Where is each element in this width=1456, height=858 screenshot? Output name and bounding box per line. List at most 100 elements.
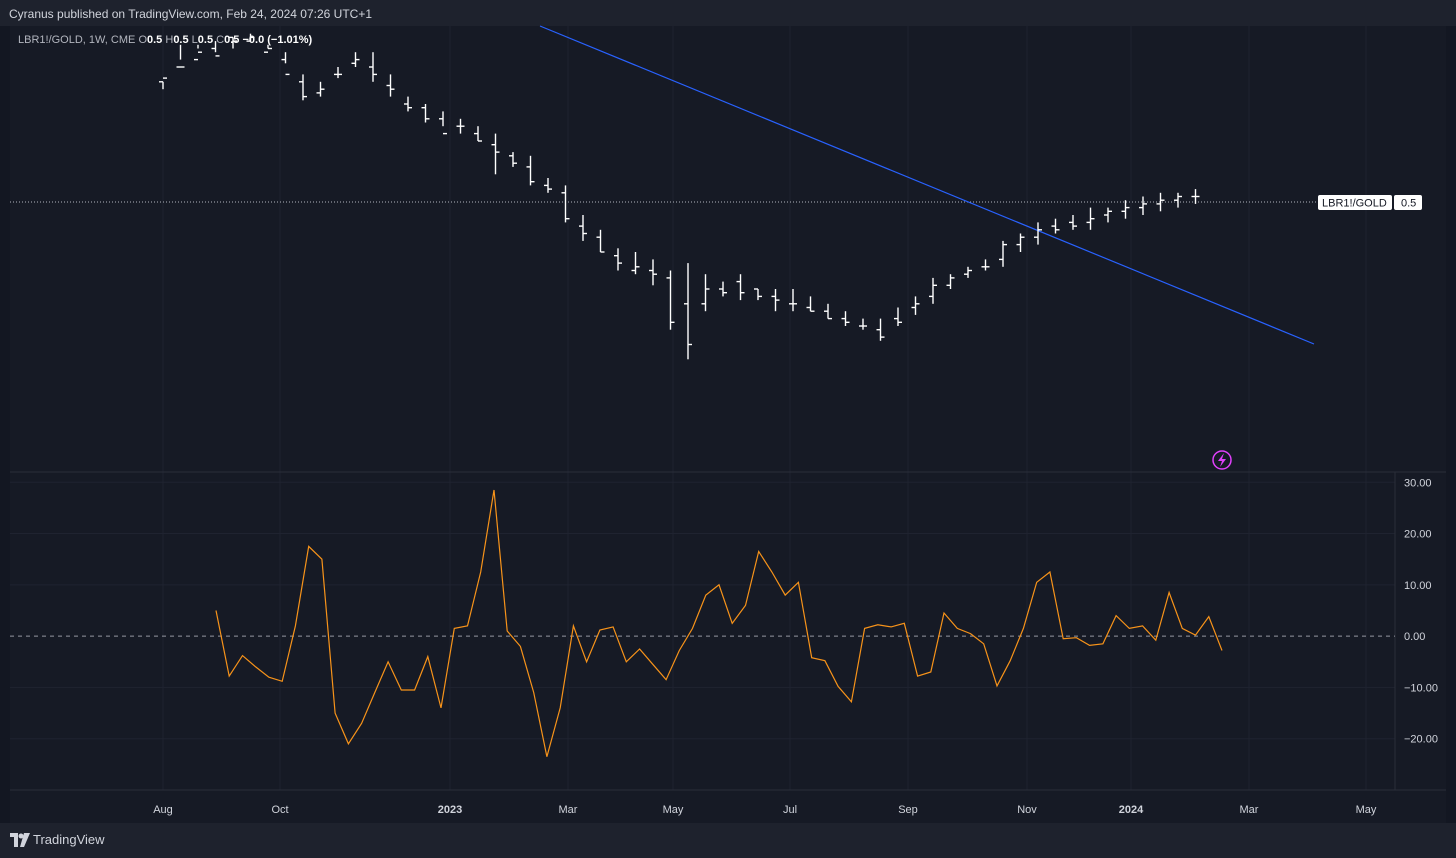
ohlc-bar [981,259,990,271]
y-tick-label: 30.00 [1404,477,1432,489]
ohlc-bar [456,118,465,134]
ohlc-bar [404,96,412,112]
chart-canvas[interactable]: LBR1!/GOLD 0.5 30.00 20.00 10.00 0.00 −10.00 −2… [0,0,1456,823]
legend-open-label: O [138,34,147,46]
ohlc-bar [631,252,640,275]
ohlc-bar [736,274,745,301]
ohlc-bar [649,259,657,286]
legend-low-value: 0.5 [197,34,214,46]
ohlc-bar [596,229,605,253]
price-label-name: LBR1!/GOLD [1322,198,1387,210]
legend-high-value: 0.5 [173,34,189,46]
legend-close-value: 0.5 [224,34,240,46]
ohlc-bar [1069,215,1077,230]
ohlc-bar [684,263,692,360]
ohlc-bar [194,44,202,61]
ohlc-bar [246,33,255,42]
ohlc-bar [1139,196,1147,215]
x-tick-label: May [663,804,684,816]
ohlc-bar [386,74,395,97]
ohlc-bar [544,178,552,193]
ohlc-bar [911,296,920,315]
oscillator-line [215,489,1223,757]
x-tick-label: Mar [1240,804,1259,816]
x-tick-label: Jul [783,804,797,816]
ohlc-bar [299,74,307,101]
ohlc-bar [789,289,797,312]
lightning-bolt-icon [1212,450,1232,470]
x-tick-label: Aug [153,804,173,816]
ohlc-bar [719,281,727,297]
legend-open-value: 0.5 [147,34,163,46]
y-tick-label: 10.00 [1404,580,1432,592]
ohlc-bar [1104,207,1112,223]
ohlc-bar [841,311,850,326]
lightning-bolt-glyph [1218,453,1226,467]
ohlc-bar [176,44,185,68]
ohlc-bar [264,44,272,53]
chart-area[interactable] [10,26,1446,823]
legend-symbol: LBR1!/GOLD, 1W, CME [18,34,136,46]
tradingview-logo-icon[interactable] [10,833,30,847]
price-label-value-box [1394,195,1422,210]
ohlc-bar [579,215,587,241]
publisher-text: Cyranus published on TradingView.com, Fe… [9,7,372,21]
y-tick-label: −10.00 [1404,682,1438,694]
ohlc-bar [159,77,167,90]
ohlc-bar [1174,192,1182,208]
ohlc-bar [824,303,832,320]
ohlc-bar [876,318,885,341]
ohlc-bar [929,277,937,304]
ohlc-bar [666,270,675,330]
ohlc-bar [474,126,482,142]
ohlc-bar [1034,222,1042,245]
ohlc-bar [229,36,237,49]
ohlc-bar [421,104,430,123]
ohlc-bar [1191,189,1200,204]
ohlc-bar [859,318,867,330]
legend-high-label: H [165,34,174,46]
ohlc-bar [771,289,780,312]
ohlc-legend: LBR1!/GOLD, 1W, CME O0.5 H0.5 L0.5 C0.5 … [18,34,312,46]
ohlc-bar [614,248,622,271]
ohlc-bar [1051,218,1060,234]
ohlc-bar [1086,207,1095,230]
ohlc-bar [1156,192,1165,212]
ohlc-bar [439,111,447,135]
ohlc-bar [526,155,535,186]
ohlc-bar [316,81,325,97]
y-tick-label: 0.00 [1404,631,1425,643]
ohlc-bar [754,288,762,301]
brand-name[interactable]: TradingView [33,832,105,847]
ohlc-bar [806,296,815,312]
x-tick-label: Sep [898,804,918,816]
x-tick-label: 2023 [438,804,462,816]
x-tick-label: Nov [1017,804,1037,816]
legend-low-label: L [191,34,198,46]
ohlc-bar [1016,233,1025,252]
y-tick-label: 20.00 [1404,529,1432,541]
legend-close-label: C [216,34,225,46]
ohlc-bar [491,133,500,175]
ohlc-bar [964,266,972,278]
ohlc-bar [351,52,360,67]
x-tick-label: Mar [559,804,578,816]
ohlc-bar [509,152,517,167]
top-bar: Cyranus published on TradingView.com, Fe… [0,0,1456,26]
ohlc-bar [1121,200,1130,219]
legend-change: −0.0 (−1.01%) [242,34,313,46]
ohlc-bar [701,274,710,312]
ohlc-bar [894,307,902,326]
ohlc-bar [561,185,570,223]
bottom-bar: TradingView [0,823,1456,858]
y-tick-label: −20.00 [1404,734,1438,746]
x-tick-label: May [1356,804,1377,816]
x-tick-label: 2024 [1119,804,1144,816]
ohlc-bar [946,274,955,289]
ohlc-bar [334,67,342,79]
x-tick-label: Oct [271,804,288,816]
ohlc-bar [281,52,290,76]
trend-line [539,25,1315,345]
price-label-name-box [1318,195,1392,210]
ohlc-bar [369,52,377,82]
